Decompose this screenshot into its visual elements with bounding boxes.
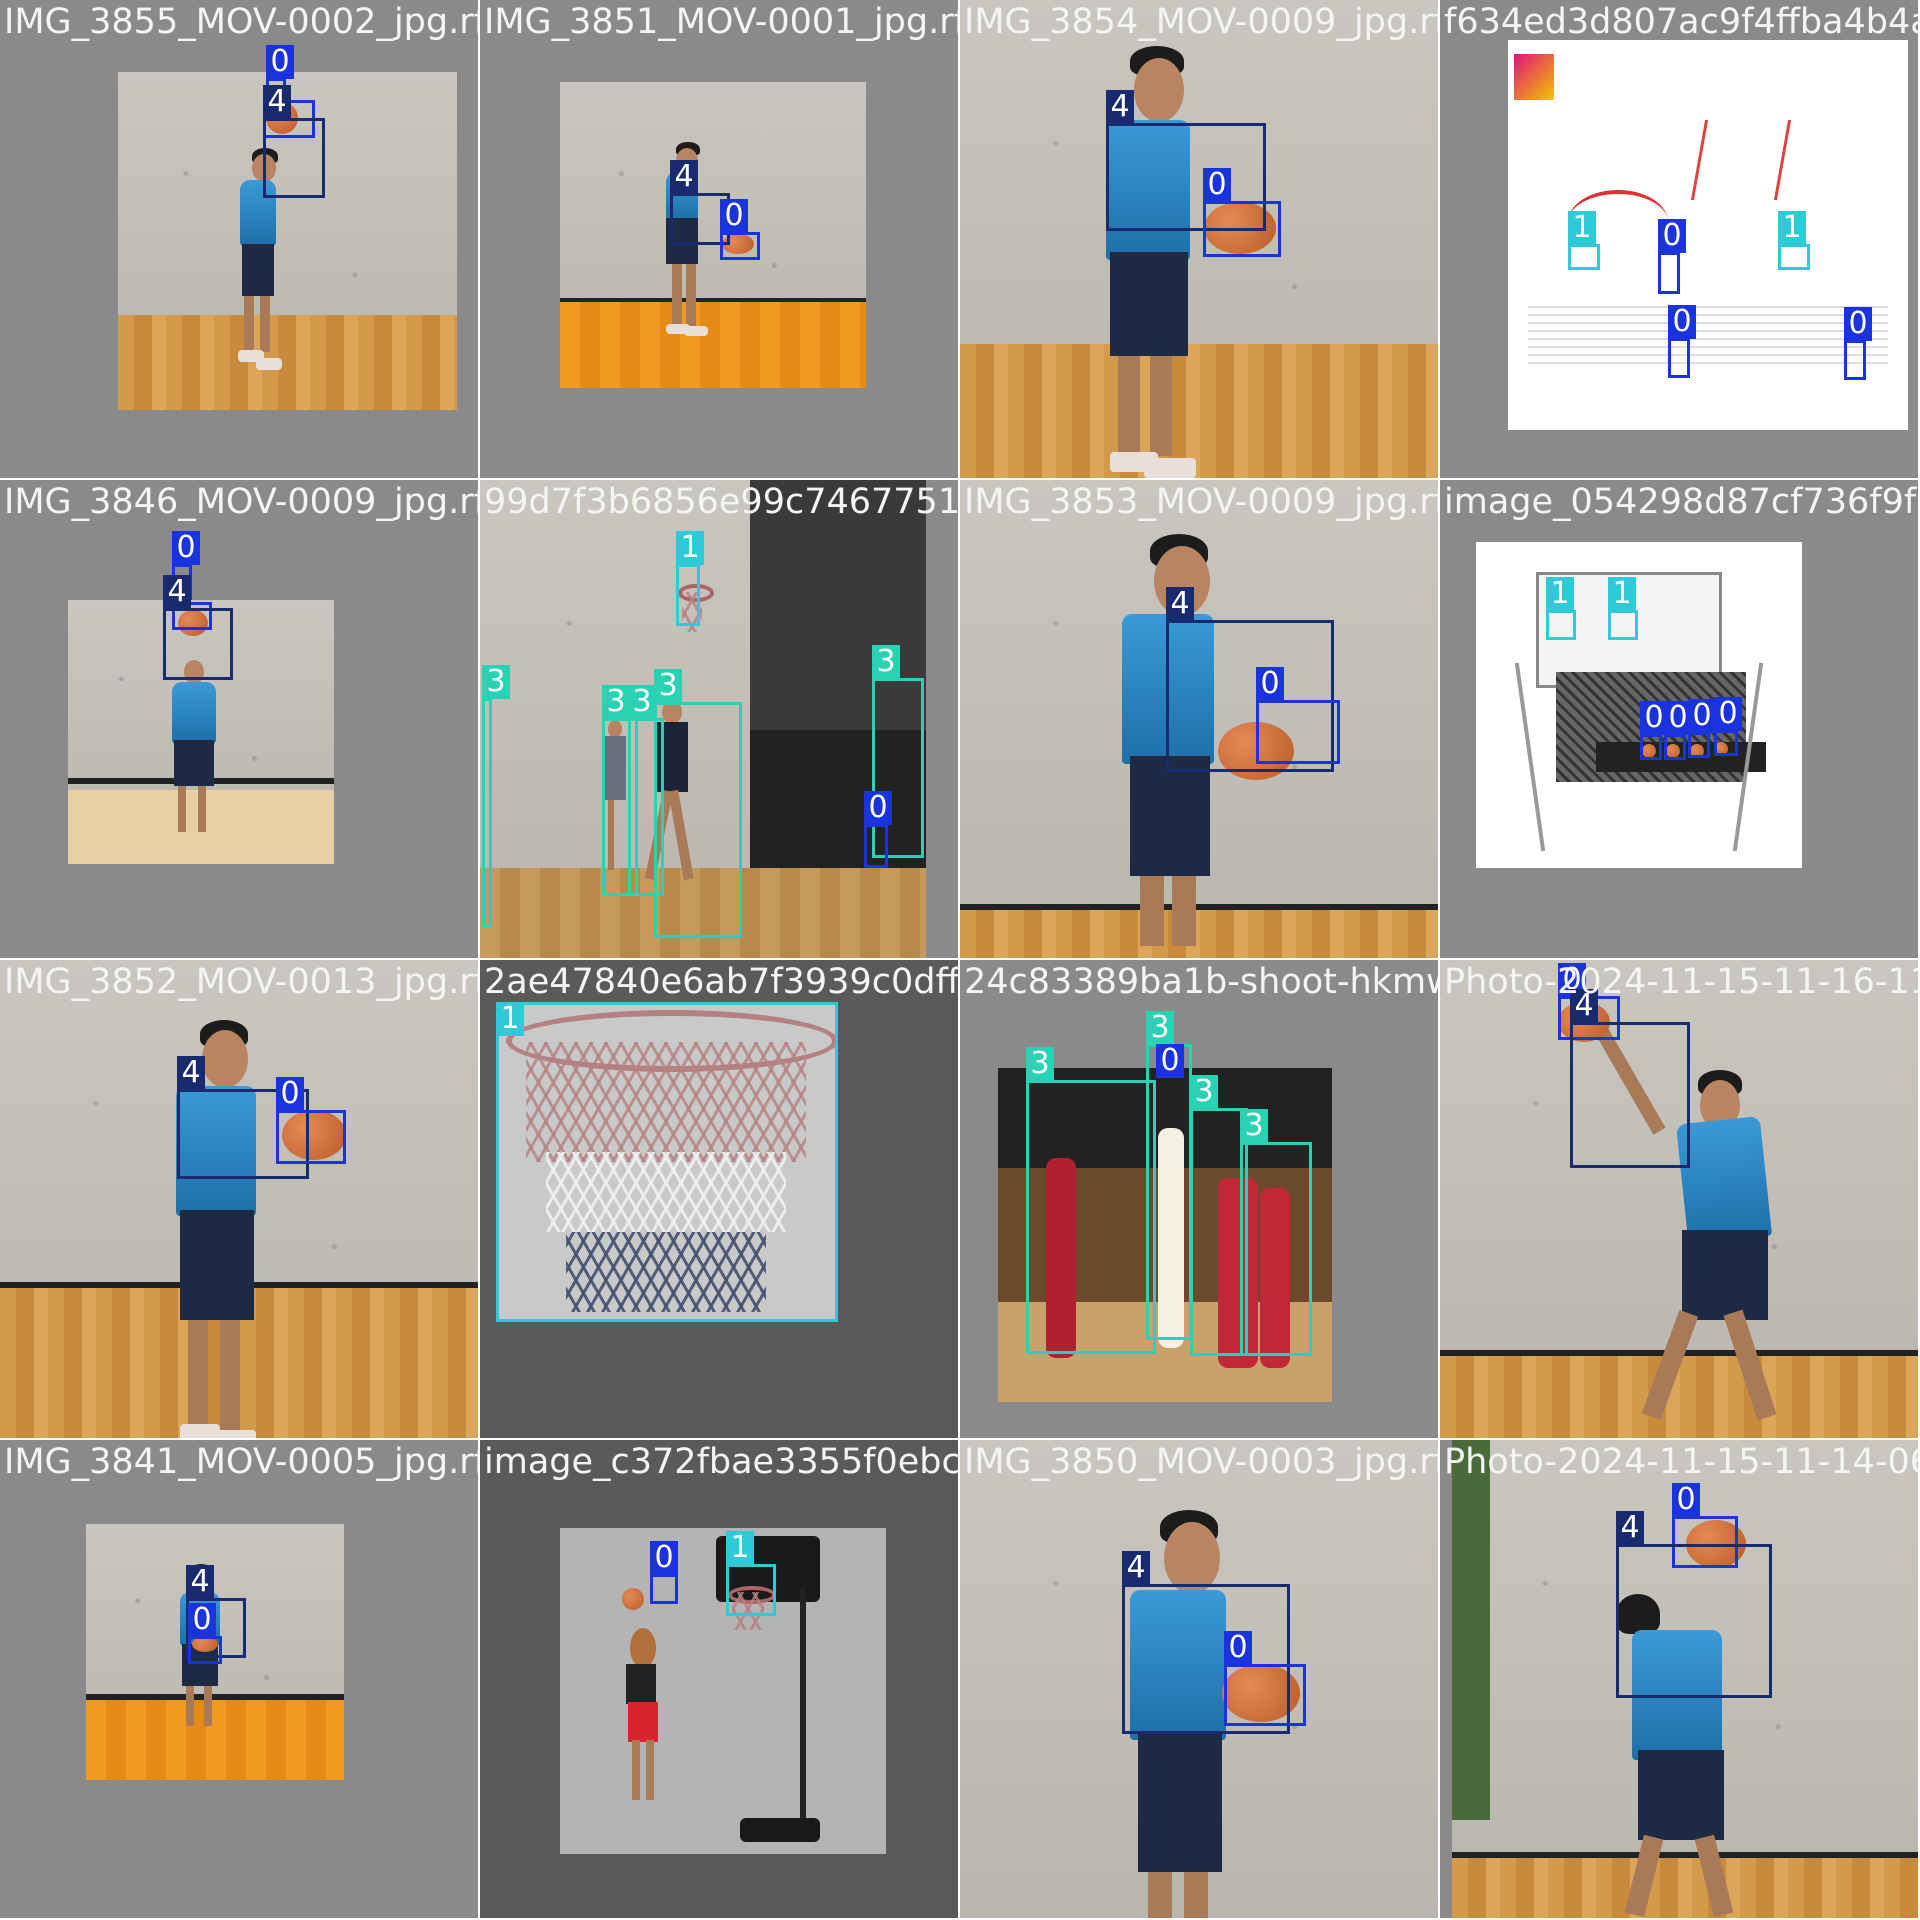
bbox: 0 <box>1688 699 1716 758</box>
tile-label: IMG_3841_MOV-0005_jpg.rf.7e2ecabe <box>4 1442 478 1482</box>
bbox: 4 <box>163 575 233 680</box>
tile-label: IMG_3846_MOV-0009_jpg.rf.1962ba3e <box>4 482 478 522</box>
tile-label: Photo-2024-11-15-11-16-11 <box>1444 962 1918 1002</box>
basketball <box>192 1636 218 1652</box>
bbox: 4 <box>1570 989 1690 1168</box>
tile-1: 0 4 IMG_3855_MOV-0002_jpg.rf.9e7b5a3c <box>0 0 478 478</box>
bbox: 0 <box>864 791 892 868</box>
tile-2: 4 0 IMG_3851_MOV-0001_jpg.rf.9bb9d559fcd… <box>480 0 958 478</box>
bbox: 0 <box>1156 1044 1184 1078</box>
tile-label: f634ed3d807ac9f4ffba4b4a04 <box>1444 2 1918 42</box>
basketball <box>178 610 208 636</box>
bbox: 0 <box>276 1077 346 1164</box>
tile-photo <box>68 600 334 864</box>
bbox: 3 <box>1240 1109 1312 1356</box>
bbox: 3 <box>1146 1011 1192 1340</box>
bbox: 0 <box>1640 701 1668 760</box>
tile-photo <box>496 1002 838 1322</box>
bbox: 4 <box>1122 1551 1290 1734</box>
bbox: 1 <box>726 1531 776 1616</box>
tile-7: 4 0 IMG_3853_MOV-0009_jpg.rf.a5e0c1d2 <box>960 480 1438 958</box>
bbox: 0 <box>1844 307 1872 380</box>
bbox: 4 <box>1616 1511 1772 1698</box>
bbox: 0 <box>188 1603 222 1664</box>
tile-photo <box>998 1068 1332 1402</box>
tile-photo <box>1440 960 1918 1438</box>
tile-label: IMG_3853_MOV-0009_jpg.rf.a5e0c1d2 <box>964 482 1438 522</box>
tile-label: image_c372fbae3355f0ebc <box>484 1442 958 1482</box>
bbox: 0 <box>1714 697 1742 756</box>
basketball <box>282 1110 346 1160</box>
tile-photo <box>960 480 1438 958</box>
tile-6: 1 3 3 3 3 3 0 99d7f3b6856e99c7467751c <box>480 480 958 958</box>
bbox <box>172 602 212 630</box>
tile-photo <box>960 1440 1438 1918</box>
tile-photo <box>560 82 866 388</box>
bbox: 1 <box>1608 577 1638 640</box>
bbox: 3 <box>1026 1047 1156 1354</box>
bbox: 1 <box>1568 211 1600 270</box>
bbox: 0 <box>1203 168 1281 257</box>
bbox: 4 <box>263 85 325 198</box>
bbox: 3 <box>628 685 664 896</box>
tile-16: 0 4 Photo-2024-11-15-11-14-06 <box>1440 1440 1918 1918</box>
bbox: 1 <box>496 1002 838 1322</box>
tile-15: 4 0 IMG_3850_MOV-0003_jpg.rf.e8d4 <box>960 1440 1438 1918</box>
tile-11: 3 3 3 3 0 24c83389ba1b-shoot-hkmw-a <box>960 960 1438 1438</box>
bbox: 0 <box>650 1541 678 1604</box>
tile-12: 0 4 Photo-2024-11-15-11-16-11 <box>1440 960 1918 1438</box>
tile-photo <box>560 1528 886 1854</box>
bbox: 0 <box>1224 1631 1306 1726</box>
tile-label: IMG_3851_MOV-0001_jpg.rf.9bb9d559fcd23 <box>484 2 958 42</box>
tile-label: 24c83389ba1b-shoot-hkmw-a <box>964 962 1438 1002</box>
bbox: 4 <box>1166 587 1334 772</box>
bbox: 4 <box>186 1565 246 1658</box>
bbox: 3 <box>654 669 742 938</box>
tile-label: IMG_3854_MOV-0009_jpg.rf.c5e3f0ed <box>964 2 1438 42</box>
tile-14: 1 0 image_c372fbae3355f0ebc <box>480 1440 958 1918</box>
tile-photo <box>86 1524 344 1780</box>
tile-13: 4 0 IMG_3841_MOV-0005_jpg.rf.7e2ecabe <box>0 1440 478 1918</box>
bbox: 3 <box>602 685 638 896</box>
tile-photo <box>0 960 478 1438</box>
bbox: 0 <box>1256 667 1340 764</box>
tile-8: 1 1 0 0 0 0 image_054298d87cf736f9fb54 <box>1440 480 1918 958</box>
bbox: 3 <box>872 645 924 858</box>
basketball <box>622 1588 644 1610</box>
bbox: 4 <box>177 1056 309 1179</box>
bbox: 3 <box>482 665 510 928</box>
tile-label: 99d7f3b6856e99c7467751c <box>484 482 958 522</box>
bbox: 0 <box>1668 305 1696 378</box>
tile-photo <box>118 72 457 410</box>
basketball <box>722 234 754 254</box>
tile-3: 4 0 IMG_3854_MOV-0009_jpg.rf.c5e3f0ed <box>960 0 1438 478</box>
tile-4: 1 0 0 1 0 f634ed3d807ac9f4ffba4b4a04 <box>1440 0 1918 478</box>
tile-photo <box>1476 542 1802 868</box>
tile-9: 4 0 IMG_3852_MOV-0013_jpg.rf.0a6e1f <box>0 960 478 1438</box>
bbox: 0 <box>1672 1483 1738 1568</box>
bbox: 1 <box>676 531 704 626</box>
bbox: 0 <box>1664 701 1692 760</box>
tile-label: Photo-2024-11-15-11-14-06 <box>1444 1442 1918 1482</box>
tile-5: 0 4 IMG_3846_MOV-0009_jpg.rf.1962ba3e <box>0 480 478 958</box>
tile-label: 2ae47840e6ab7f3939c0dffc <box>484 962 958 1002</box>
tile-label: image_054298d87cf736f9fb54 <box>1444 482 1918 522</box>
tile-photo <box>960 0 1438 478</box>
tile-label: IMG_3852_MOV-0013_jpg.rf.0a6e1f <box>4 962 478 1002</box>
tile-photo <box>1452 1440 1918 1918</box>
tile-10: 1 2ae47840e6ab7f3939c0dffc <box>480 960 958 1438</box>
bbox: 3 <box>1190 1075 1248 1356</box>
tile-label: IMG_3850_MOV-0003_jpg.rf.e8d4 <box>964 1442 1438 1482</box>
bbox: 1 <box>1546 577 1576 640</box>
bbox: 4 <box>1106 90 1266 231</box>
bbox: 0 <box>1658 219 1686 294</box>
tile-label: IMG_3855_MOV-0002_jpg.rf.9e7b5a3c <box>4 2 478 42</box>
bbox: 1 <box>1778 211 1810 270</box>
bbox: 0 <box>720 199 760 260</box>
